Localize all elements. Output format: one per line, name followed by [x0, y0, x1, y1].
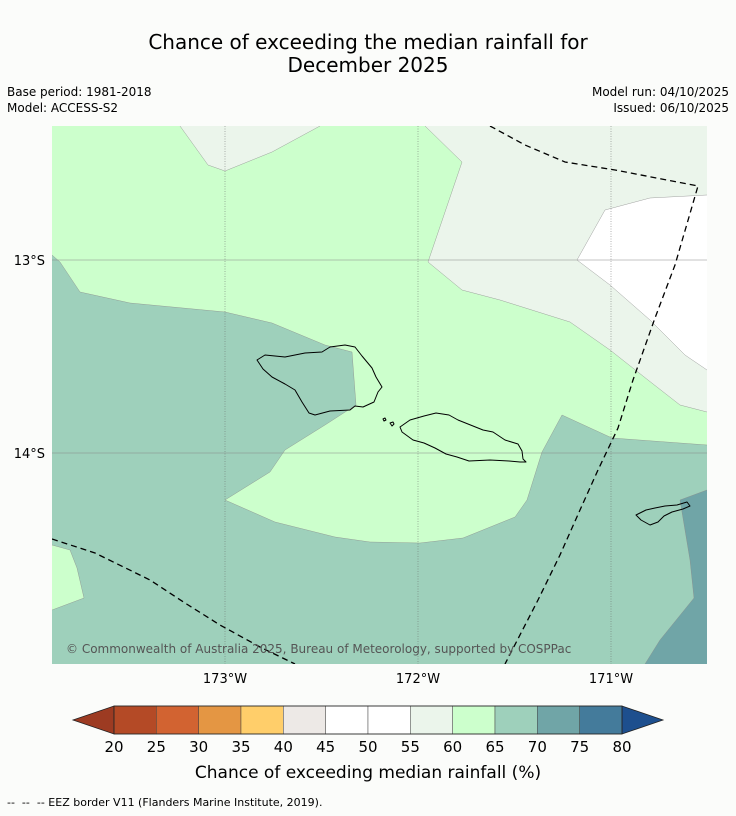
upolu-island	[399, 412, 527, 463]
savaii-island	[256, 344, 383, 416]
colorbar-tick-20: 20	[104, 738, 123, 756]
colorbar-tick-30: 30	[189, 738, 208, 756]
eez-legend-note: -- -- -- EEZ border V11 (Flanders Marine…	[7, 796, 323, 809]
colorbar-bin-1	[156, 705, 199, 735]
colorbar-tick-60: 60	[443, 738, 462, 756]
lon-label-172w: 172°W	[396, 672, 440, 687]
colorbar-low-arrow	[71, 705, 115, 735]
colorbar: 20 25 30 35 40 45 50 55 60 65 70 75 80	[71, 705, 665, 756]
meta-right: Model run: 04/10/2025 Issued: 06/10/2025	[592, 84, 729, 116]
colorbar-tick-70: 70	[528, 738, 547, 756]
islands	[256, 344, 691, 526]
copyright-text: © Commonwealth of Australia 2025, Bureau…	[66, 642, 571, 656]
title-line-2: December 2025	[287, 53, 449, 77]
manono-islet	[382, 417, 387, 422]
eez-borders	[52, 126, 699, 664]
zone-60-65-southwest-patch	[52, 545, 84, 610]
zone-70-75	[645, 490, 707, 664]
lon-label-171w: 171°W	[589, 672, 633, 687]
model-run: Model run: 04/10/2025	[591, 85, 729, 99]
zone-65-70-west	[52, 255, 707, 664]
lat-label-13s: 13°S	[14, 254, 45, 269]
colorbar-tick-65: 65	[485, 738, 504, 756]
colorbar-bin-2	[198, 705, 242, 735]
colorbar-tick-45: 45	[316, 738, 335, 756]
meta-left: Base period: 1981-2018 Model: ACCESS-S2	[7, 84, 152, 116]
colorbar-bin-4	[283, 705, 326, 735]
colorbar-tick-55: 55	[401, 738, 420, 756]
colorbar-bin-7	[410, 705, 453, 735]
gridlines	[224, 126, 612, 664]
title-line-1: Chance of exceeding the median rainfall …	[148, 30, 588, 54]
colorbar-bin-0	[113, 705, 157, 735]
chart-title: Chance of exceeding the median rainfall …	[0, 31, 736, 77]
model-name: Model: ACCESS-S2	[7, 101, 119, 115]
lon-label-173w: 173°W	[203, 672, 247, 687]
map-area: © Commonwealth of Australia 2025, Bureau…	[52, 126, 707, 664]
colorbar-tick-80: 80	[612, 738, 631, 756]
colorbar-bin-3	[240, 705, 284, 735]
colorbar-bin-8	[452, 705, 496, 735]
colorbar-label: Chance of exceeding median rainfall (%)	[195, 763, 541, 783]
zone-50-55	[577, 195, 707, 370]
base-period: Base period: 1981-2018	[7, 85, 152, 99]
tutuila-island	[635, 501, 691, 526]
lat-label-14s: 14°S	[14, 447, 45, 462]
colorbar-bin-6	[367, 705, 411, 735]
colorbar-high-arrow	[621, 705, 665, 735]
colorbar-tick-75: 75	[570, 738, 589, 756]
colorbar-tick-25: 25	[147, 738, 166, 756]
colorbar-bin-5	[325, 705, 369, 735]
colorbar-bin-9	[494, 705, 538, 735]
zone-55-60-top-right	[425, 126, 707, 412]
colorbar-bin-10	[537, 705, 580, 735]
zone-55-60-top-left	[180, 126, 320, 171]
issued-date: Issued: 06/10/2025	[613, 101, 729, 115]
colorbar-tick-40: 40	[274, 738, 293, 756]
contour-lines	[52, 126, 707, 664]
colorbar-tick-35: 35	[231, 738, 250, 756]
colorbar-tick-50: 50	[358, 738, 377, 756]
colorbar-bin-11	[579, 705, 623, 735]
apolima-islet	[389, 421, 395, 427]
lat-gridlines	[52, 259, 707, 454]
